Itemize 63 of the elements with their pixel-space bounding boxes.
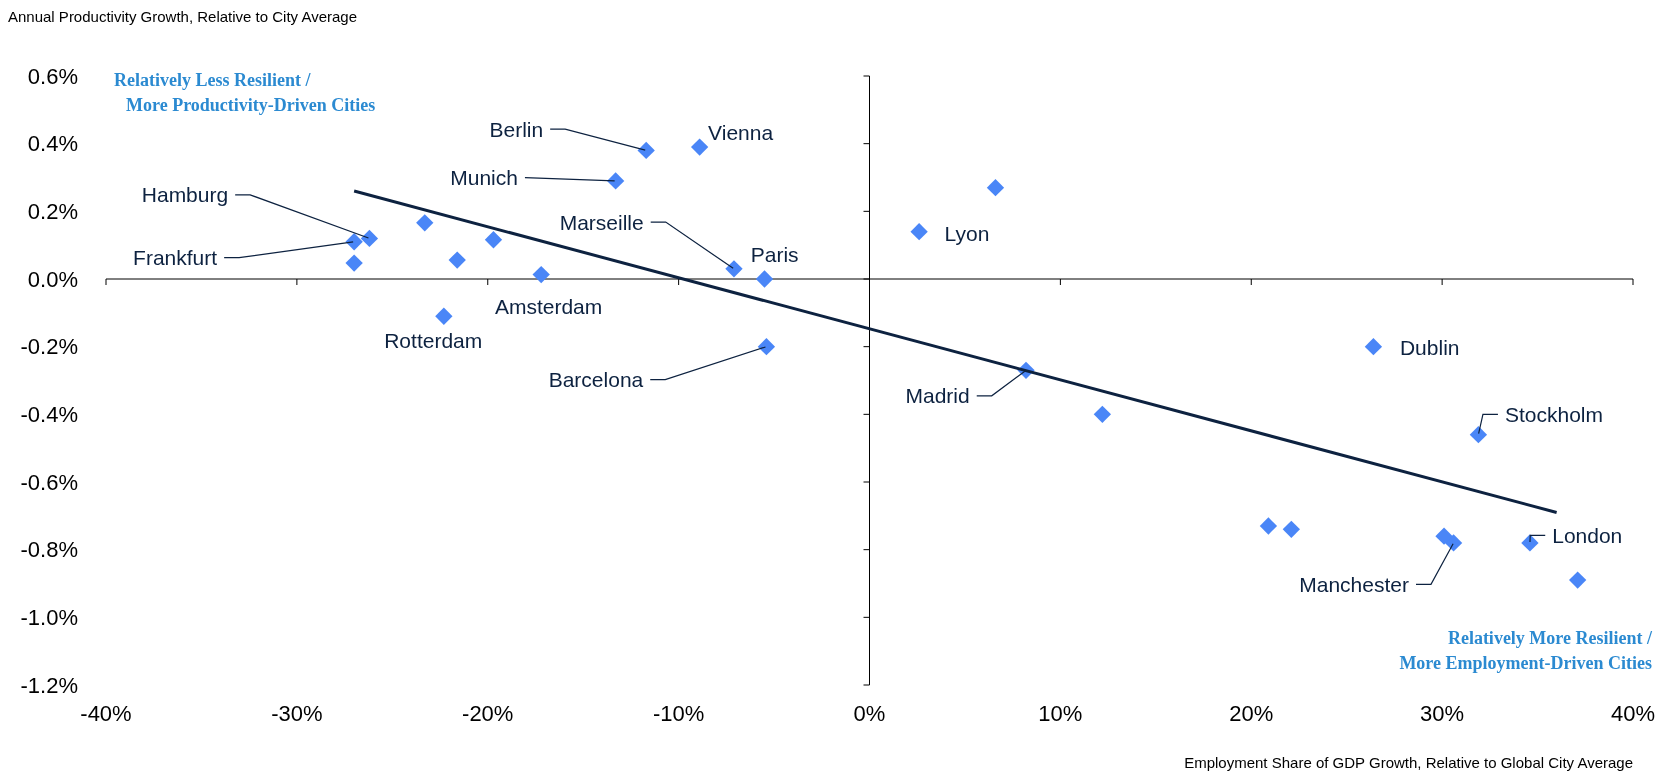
annotation: Munich xyxy=(450,166,518,190)
annotation: Amsterdam xyxy=(494,294,603,318)
x-tick-label: -20% xyxy=(462,701,514,726)
point xyxy=(1444,534,1463,552)
annotation: Vienna xyxy=(708,120,774,144)
x-tick-label: 30% xyxy=(1420,701,1465,726)
x-tick-label: 10% xyxy=(1038,701,1083,726)
point xyxy=(1093,405,1112,423)
point xyxy=(345,254,363,272)
annotation: Hamburg xyxy=(141,183,229,207)
annotation: Dublin xyxy=(1399,336,1460,360)
annotation: Frankfurt xyxy=(133,246,218,270)
point xyxy=(345,233,363,251)
x-tick-label: 20% xyxy=(1229,701,1274,726)
point xyxy=(637,141,655,160)
annotation: Paris xyxy=(750,243,799,267)
y-tick-label: -0.6% xyxy=(20,469,78,495)
x-tick-label: 0% xyxy=(853,701,886,726)
point xyxy=(484,231,503,249)
x-axis-title: Employment Share of GDP Growth, Relative to Global City Average xyxy=(1184,754,1633,771)
annotation: Marseille xyxy=(559,210,644,234)
y-tick-label: -0.8% xyxy=(20,537,78,563)
x-tick-label: -40% xyxy=(80,701,132,726)
point xyxy=(690,138,709,156)
annotation: Relatively More Resilient / More Employment-Driven Cities xyxy=(1399,628,1653,673)
point xyxy=(725,260,743,278)
annotation: Stockholm xyxy=(1504,402,1603,426)
point xyxy=(755,270,774,288)
annotation: Relatively Less Resilient / More Productivity-Driven Cities xyxy=(114,70,376,115)
annotation: Berlin xyxy=(489,117,544,141)
y-tick-label: 0.0% xyxy=(27,266,78,292)
y-axis-title: Annual Productivity Growth, Relative to City Average xyxy=(8,8,358,25)
point xyxy=(910,222,928,241)
point xyxy=(1364,338,1383,356)
y-tick-label: -0.4% xyxy=(20,401,78,427)
annotation: Lyon xyxy=(944,222,990,246)
y-tick-label: 0.4% xyxy=(27,131,78,157)
point xyxy=(606,172,625,190)
x-tick-label: 40% xyxy=(1610,701,1656,726)
point xyxy=(1568,571,1587,589)
point xyxy=(1282,520,1300,539)
y-tick-label: -0.2% xyxy=(20,334,78,360)
annotation: Madrid xyxy=(905,384,970,408)
x-tick-label: -10% xyxy=(652,701,705,726)
point xyxy=(1259,517,1278,535)
point xyxy=(416,214,434,232)
point xyxy=(1469,425,1488,444)
point xyxy=(360,229,379,248)
point xyxy=(532,265,550,284)
point xyxy=(448,251,466,269)
point xyxy=(1435,527,1453,545)
y-tick-label: 0.2% xyxy=(27,198,78,224)
annotation: Barcelona xyxy=(548,368,644,392)
x-tick-label: -30% xyxy=(271,701,323,726)
annotation: London xyxy=(1552,523,1623,547)
point xyxy=(986,178,1005,197)
point xyxy=(435,307,453,325)
annotation: Rotterdam xyxy=(384,329,483,353)
y-tick-label: -1.2% xyxy=(20,672,78,698)
y-tick-label: 0.6% xyxy=(27,63,78,89)
y-tick-label: -1.0% xyxy=(20,604,78,630)
point xyxy=(757,338,776,356)
annotation: Manchester xyxy=(1299,572,1409,596)
